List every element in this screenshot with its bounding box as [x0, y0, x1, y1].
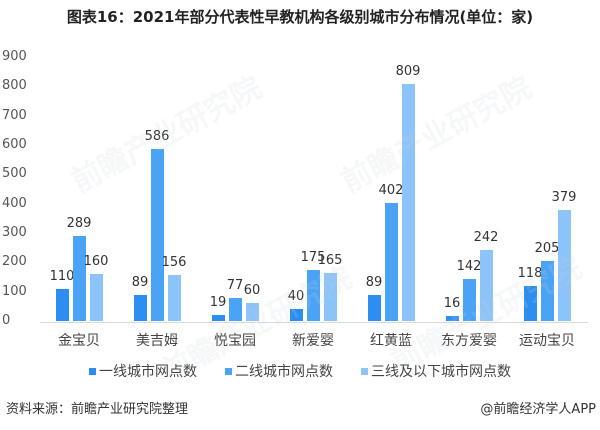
data-label: 156 [161, 255, 187, 271]
source-note: 资料来源：前瞻产业研究院整理 [6, 402, 189, 417]
y-tick-label: 400 [2, 195, 27, 211]
data-label: 289 [66, 216, 92, 232]
legend-label: 三线及以下城市网点数 [371, 364, 511, 380]
y-tick-label: 800 [2, 78, 27, 94]
bar [245, 303, 259, 321]
data-label: 809 [395, 63, 421, 79]
bar [228, 298, 242, 321]
y-tick-label: 600 [2, 137, 27, 152]
category-label: 新爱婴 [292, 333, 334, 349]
data-label: 40 [287, 289, 305, 305]
legend-label: 二线城市网点数 [235, 364, 333, 380]
legend-swatch-icon [361, 367, 368, 375]
bar [133, 294, 147, 321]
category-label: 运动宝贝 [519, 333, 575, 349]
y-tick-label: 200 [2, 254, 27, 270]
bar [523, 286, 537, 321]
category-label: 东方爱婴 [441, 333, 497, 349]
bar [150, 149, 164, 321]
bar [462, 279, 476, 321]
credit-note: @前瞻经济学人APP [480, 402, 596, 417]
y-tick-label: 300 [2, 225, 27, 240]
legend-swatch-icon [89, 367, 96, 375]
y-tick-label: 700 [2, 107, 27, 123]
data-label: 586 [144, 129, 170, 145]
y-tick-label: 900 [2, 49, 27, 64]
bar [384, 203, 398, 321]
x-axis-line [40, 322, 588, 323]
legend-item: 三线及以下城市网点数 [361, 361, 511, 381]
data-label: 402 [378, 183, 404, 199]
data-label: 175 [300, 249, 326, 265]
data-label: 77 [226, 278, 244, 294]
data-label: 19 [209, 295, 227, 311]
y-tick-label: 500 [2, 166, 27, 182]
data-label: 16 [443, 296, 461, 312]
legend-item: 二线城市网点数 [225, 361, 333, 381]
data-label: 110 [49, 268, 75, 284]
data-label: 165 [317, 252, 343, 268]
bar [323, 272, 337, 321]
bar [367, 294, 381, 321]
bar [540, 260, 554, 321]
category-label: 红黄蓝 [370, 333, 412, 349]
data-label: 60 [243, 283, 261, 299]
data-label: 160 [83, 254, 109, 270]
bar [89, 274, 103, 321]
bar [289, 309, 303, 321]
legend-label: 一线城市网点数 [99, 364, 197, 380]
bar [306, 269, 320, 321]
data-label: 142 [456, 259, 482, 275]
bar [55, 288, 69, 321]
data-label: 379 [551, 189, 577, 205]
bar [557, 209, 571, 321]
data-label: 242 [473, 230, 499, 245]
y-tick-label: 100 [2, 283, 27, 299]
data-label: 89 [131, 274, 149, 290]
category-label: 悦宝园 [214, 333, 256, 349]
legend-swatch-icon [225, 367, 232, 375]
data-label: 205 [534, 240, 560, 256]
bar [211, 315, 225, 321]
category-label: 美吉姆 [136, 333, 178, 349]
bar [401, 83, 415, 321]
chart-title: 图表16：2021年部分代表性早教机构各级别城市分布情况(单位：家) [66, 8, 534, 26]
bar [72, 236, 86, 321]
watermark: 前瞻产业研究院 [335, 70, 538, 200]
y-tick-label: 0 [2, 313, 11, 328]
data-label: 118 [517, 266, 543, 282]
bar [479, 250, 493, 321]
legend: 一线城市网点数 二线城市网点数 三线及以下城市网点数 [0, 361, 600, 381]
category-label: 金宝贝 [58, 333, 100, 349]
bar [167, 275, 181, 321]
legend-item: 一线城市网点数 [89, 361, 197, 381]
bar [445, 316, 459, 321]
data-label: 89 [365, 274, 383, 290]
